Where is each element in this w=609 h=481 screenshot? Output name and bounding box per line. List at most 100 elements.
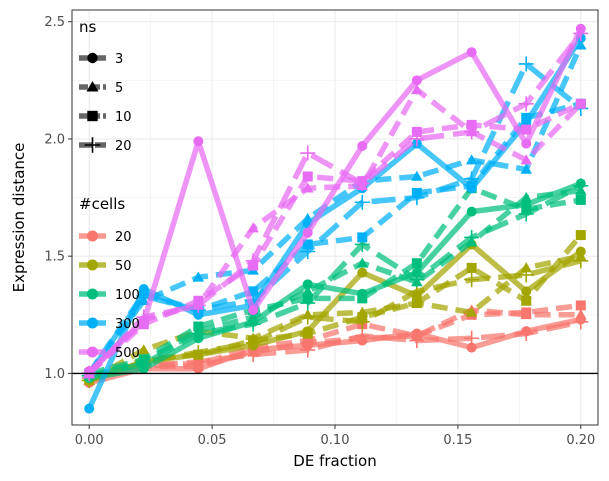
data-point xyxy=(573,178,589,194)
data-point xyxy=(302,335,313,346)
x-tick-label: 0.00 xyxy=(75,433,104,448)
data-point xyxy=(575,230,586,241)
data-point xyxy=(138,344,150,355)
data-point xyxy=(573,25,589,41)
legend-cells-label: 500 xyxy=(115,346,140,361)
data-point xyxy=(357,267,368,278)
legend-ns-items: 3 5 10 20 xyxy=(79,52,132,154)
data-point xyxy=(521,307,532,318)
x-tick-label: 0.10 xyxy=(321,433,350,448)
data-point xyxy=(302,279,313,290)
series-line xyxy=(88,180,582,381)
legend-cells-label: 100 xyxy=(115,288,140,303)
data-point xyxy=(466,47,477,58)
y-tick-label: 1.5 xyxy=(44,250,65,265)
series-line xyxy=(87,253,582,383)
data-point xyxy=(301,285,314,296)
data-point xyxy=(247,311,259,322)
data-point xyxy=(575,309,587,320)
data-point xyxy=(354,328,370,344)
data-point xyxy=(464,124,480,140)
data-point xyxy=(465,154,478,165)
legend-cells-dot-icon xyxy=(87,346,98,358)
data-point xyxy=(300,295,316,311)
data-point xyxy=(411,170,423,181)
data-point xyxy=(301,212,314,223)
data-point xyxy=(190,326,206,342)
data-point xyxy=(193,136,204,147)
legend-cells-item-20: 20 xyxy=(79,230,132,245)
y-axis-title: Expression distance xyxy=(10,143,28,293)
data-point xyxy=(300,342,316,358)
data-point xyxy=(466,206,477,217)
y-tick-label: 1.0 xyxy=(44,367,65,382)
data-point xyxy=(357,232,368,243)
series-cells-500-ns-20 xyxy=(81,25,589,381)
data-point xyxy=(520,262,532,273)
data-point xyxy=(357,293,368,304)
data-point xyxy=(354,176,370,192)
data-point xyxy=(575,194,586,205)
axes: 1.0 1.5 2.0 2.5 0.00 0.05 0.10 0.15 0.20 xyxy=(44,15,595,448)
data-point xyxy=(411,298,422,309)
series-cells-300-ns-5 xyxy=(83,39,587,378)
x-tick-label: 0.05 xyxy=(198,433,227,448)
data-point xyxy=(247,222,259,233)
data-point xyxy=(409,190,425,206)
data-point xyxy=(357,140,368,151)
legend-cells-dot-icon xyxy=(87,288,98,300)
data-point xyxy=(520,154,532,165)
legend-cells-item-100: 100 xyxy=(79,288,140,303)
data-point xyxy=(464,330,480,346)
data-point xyxy=(84,403,95,414)
data-point xyxy=(411,258,422,269)
data-point xyxy=(518,206,534,222)
data-point xyxy=(518,267,534,283)
legend-cells-dot-icon xyxy=(87,259,98,271)
data-point xyxy=(302,227,313,238)
data-point xyxy=(136,309,152,325)
data-point xyxy=(464,229,480,245)
legend-ns-item-10: 10 xyxy=(79,110,132,125)
data-point xyxy=(518,96,534,112)
legend-cells-item-300: 300 xyxy=(79,317,140,332)
legend-ns-item-3: 3 xyxy=(79,52,123,67)
data-point xyxy=(301,182,314,193)
legend-ns-label: 20 xyxy=(115,139,132,154)
legend-cells-label: 50 xyxy=(115,259,132,274)
data-point xyxy=(248,305,259,316)
data-point xyxy=(465,306,478,317)
legend-cells-label: 300 xyxy=(115,317,140,332)
x-axis-title: DE fraction xyxy=(293,452,376,470)
data-point xyxy=(575,98,586,109)
series-layer xyxy=(72,23,598,414)
data-point xyxy=(302,328,313,339)
legend-cells-dot-icon xyxy=(87,317,98,329)
data-point xyxy=(464,272,480,288)
y-tick-label: 2.5 xyxy=(44,15,65,30)
data-point xyxy=(520,191,532,202)
legend-cells-dot-icon xyxy=(87,230,98,242)
data-point xyxy=(300,243,316,259)
data-point xyxy=(354,194,370,210)
data-point xyxy=(521,295,532,306)
legend: ns 3 5 10 20 #cells 20 50 100 300 500 xyxy=(79,18,140,361)
y-tick-label: 2.0 xyxy=(44,132,65,147)
data-point xyxy=(248,286,259,297)
data-point xyxy=(136,356,152,372)
legend-cells-items: 20 50 100 300 500 xyxy=(79,230,140,361)
x-tick-label: 0.15 xyxy=(443,433,472,448)
data-point xyxy=(409,333,425,349)
data-point xyxy=(192,271,205,282)
data-point xyxy=(521,124,532,135)
data-point xyxy=(190,344,206,360)
series-line xyxy=(86,61,583,376)
legend-ns-label: 10 xyxy=(115,110,132,125)
data-point xyxy=(573,314,589,330)
data-point xyxy=(575,300,586,311)
series-line xyxy=(87,44,584,376)
data-point xyxy=(245,253,261,269)
legend-ns-item-5: 5 xyxy=(79,81,123,96)
data-point xyxy=(190,297,206,313)
